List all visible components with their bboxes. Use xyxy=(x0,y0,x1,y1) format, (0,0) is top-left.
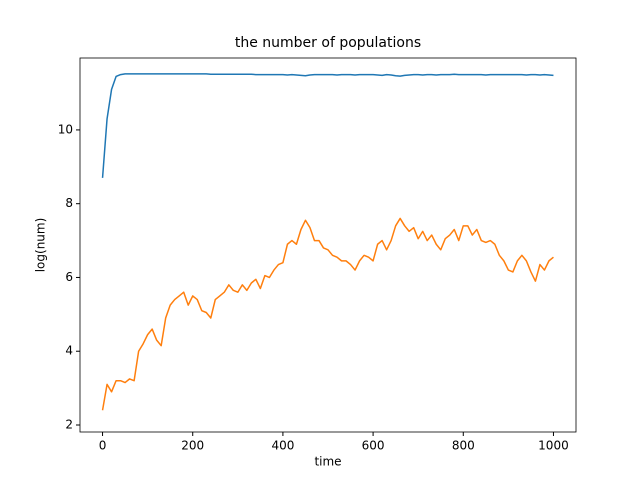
line-series xyxy=(101,217,554,411)
y-tick-label: 6 xyxy=(65,270,73,284)
x-tick-label: 0 xyxy=(99,439,107,453)
y-tick-label: 2 xyxy=(65,417,73,431)
plot-frame xyxy=(79,57,577,433)
line-series xyxy=(101,73,554,178)
y-tick-label: 4 xyxy=(65,344,73,358)
x-axis-label: time xyxy=(314,455,341,469)
y-axis-label: log(num) xyxy=(34,218,48,273)
x-tick-label: 200 xyxy=(181,439,204,453)
y-tick-label: 10 xyxy=(58,122,73,136)
y-tick-label: 8 xyxy=(65,196,73,210)
x-tick-label: 400 xyxy=(271,439,294,453)
chart-title: the number of populations xyxy=(235,35,421,51)
x-tick-label: 600 xyxy=(362,439,385,453)
x-tick-label: 800 xyxy=(452,439,475,453)
x-tick-label: 1000 xyxy=(538,439,569,453)
